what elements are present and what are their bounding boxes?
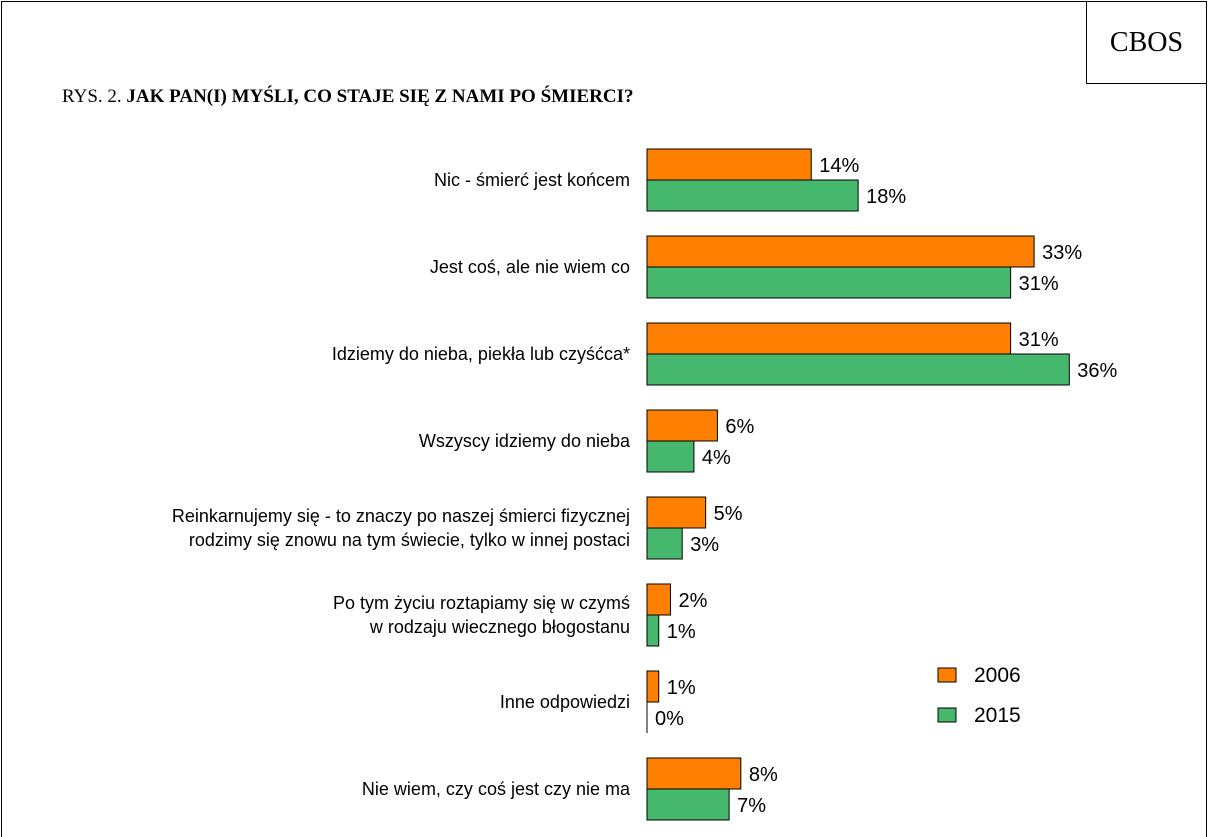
data-label: 8% bbox=[749, 764, 778, 786]
legend-label-2006: 2006 bbox=[974, 664, 1021, 687]
chart-title: RYS. 2. JAK PAN(I) MYŚLI, CO STAJE SIĘ Z… bbox=[62, 86, 633, 108]
data-label: 18% bbox=[866, 186, 906, 208]
category-label: Wszyscy idziemy do nieba bbox=[419, 429, 630, 453]
bar-2015 bbox=[646, 527, 683, 560]
category-label-line: Nie wiem, czy coś jest czy nie ma bbox=[361, 779, 630, 799]
data-label: 14% bbox=[819, 155, 859, 177]
bar-2006 bbox=[646, 235, 1035, 268]
category-label: Nic - śmierć jest końcem bbox=[434, 168, 630, 192]
category-label: Jest coś, ale nie wiem co bbox=[430, 255, 630, 279]
category-label: Reinkarnujemy się - to znaczy po naszej … bbox=[172, 504, 630, 552]
title-prefix: RYS. 2. bbox=[62, 86, 122, 107]
category-label-line: w rodzaju wiecznego błogostanu bbox=[369, 617, 630, 637]
data-label: 0% bbox=[655, 708, 684, 730]
bar-2015 bbox=[646, 179, 859, 212]
bar-2015 bbox=[646, 353, 1070, 386]
bar-2015 bbox=[646, 266, 1012, 299]
category-label-line: Nic - śmierć jest końcem bbox=[433, 170, 630, 190]
bar-2006 bbox=[646, 322, 1012, 355]
bar-2006 bbox=[646, 757, 742, 790]
bar-2015 bbox=[646, 614, 660, 647]
category-label: Po tym życiu roztapiamy się w czymś w rod… bbox=[333, 591, 630, 639]
title-main: JAK PAN(I) MYŚLI, CO STAJE SIĘ Z NAMI PO… bbox=[126, 86, 634, 107]
bar-2015 bbox=[646, 440, 695, 473]
data-label: 31% bbox=[1019, 273, 1059, 295]
bar-2006 bbox=[646, 583, 671, 616]
category-label-line: Jest coś, ale nie wiem co bbox=[429, 257, 630, 277]
bar-2015 bbox=[646, 788, 730, 821]
data-label: 31% bbox=[1019, 329, 1059, 351]
category-label: Idziemy do nieba, piekła lub czyśćca* bbox=[332, 342, 630, 366]
data-label: 4% bbox=[702, 447, 731, 469]
legend-swatch-2015 bbox=[937, 707, 957, 723]
data-label: 7% bbox=[737, 795, 766, 817]
category-label-line: rodzimy się znowu na tym świecie, tylko … bbox=[188, 530, 630, 550]
bar-2006 bbox=[646, 670, 660, 703]
bar-2006 bbox=[646, 148, 812, 181]
data-label: 1% bbox=[667, 677, 696, 699]
data-label: 33% bbox=[1042, 242, 1082, 264]
legend-label-2015: 2015 bbox=[974, 704, 1021, 727]
legend-swatch-2006 bbox=[937, 667, 957, 683]
category-label-line: Inne odpowiedzi bbox=[499, 692, 630, 712]
data-label: 2% bbox=[678, 590, 707, 612]
data-label: 3% bbox=[690, 534, 719, 556]
category-label-line: Reinkarnujemy się - to znaczy po naszej … bbox=[171, 506, 630, 526]
category-label-line: Wszyscy idziemy do nieba bbox=[418, 431, 630, 451]
data-label: 6% bbox=[725, 416, 754, 438]
data-label: 5% bbox=[714, 503, 743, 525]
data-label: 1% bbox=[667, 621, 696, 643]
bar-2006 bbox=[646, 496, 707, 529]
bar-2006 bbox=[646, 409, 718, 442]
category-label-line: Idziemy do nieba, piekła lub czyśćca* bbox=[331, 344, 630, 364]
category-label-line: Po tym życiu roztapiamy się w czymś bbox=[332, 593, 630, 613]
category-label: Nie wiem, czy coś jest czy nie ma bbox=[362, 777, 630, 801]
data-label: 36% bbox=[1077, 360, 1117, 382]
category-label: Inne odpowiedzi bbox=[500, 690, 630, 714]
cbos-badge: CBOS bbox=[1086, 2, 1206, 84]
